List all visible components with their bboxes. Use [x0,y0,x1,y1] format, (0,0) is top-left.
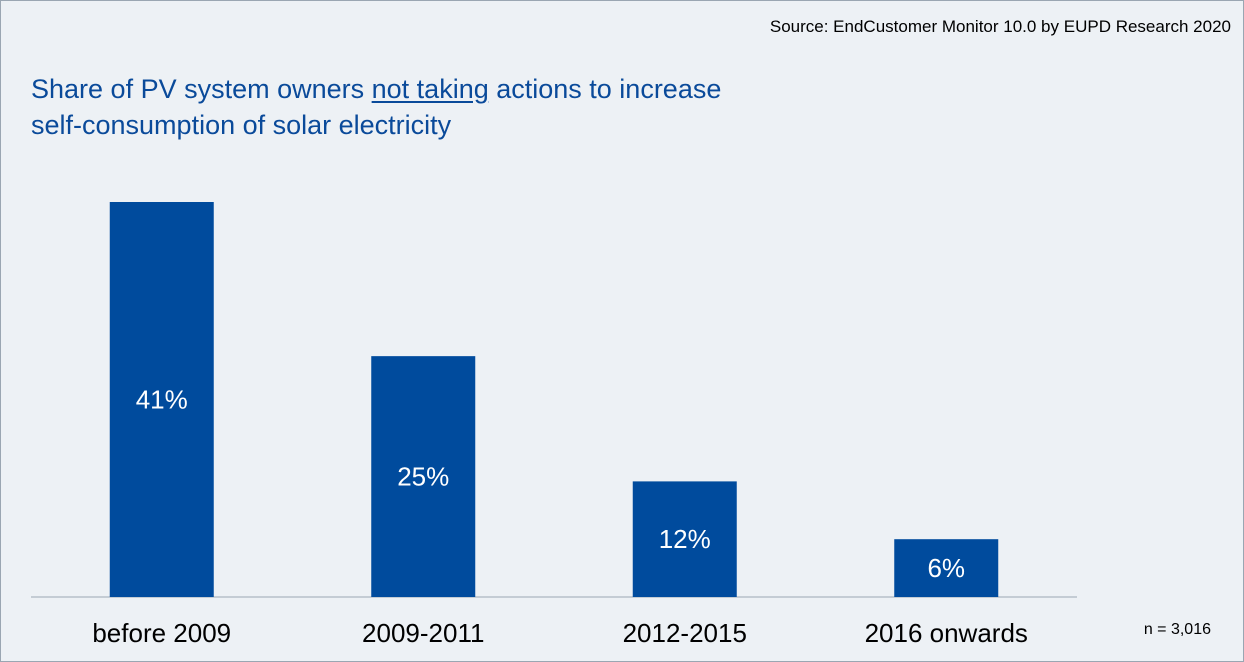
bar-value-label-1: 25% [397,462,449,492]
bar-value-label-3: 6% [927,553,965,583]
category-label-2: 2012-2015 [623,618,747,648]
title-underlined: not taking [371,74,489,104]
bar-2 [632,481,737,597]
bar-0 [109,202,214,597]
bar-3 [894,539,999,597]
bar-value-label-2: 12% [659,524,711,554]
category-label-3: 2016 onwards [865,618,1028,648]
title-line-2: self-consumption of solar electricity [31,110,452,140]
chart-title: Share of PV system owners not taking act… [31,71,721,143]
title-part-2: actions to increase [488,74,722,104]
title-part-1: Share of PV system owners [31,74,372,104]
category-label-0: before 2009 [92,618,231,648]
title-line-1: Share of PV system owners not taking act… [31,71,721,107]
source-note: Source: EndCustomer Monitor 10.0 by EUPD… [769,17,1231,36]
bar-1 [371,356,476,597]
bar-value-label-0: 41% [136,385,188,415]
sample-size-note: n = 3,016 [1143,621,1211,638]
category-label-1: 2009-2011 [362,618,484,648]
